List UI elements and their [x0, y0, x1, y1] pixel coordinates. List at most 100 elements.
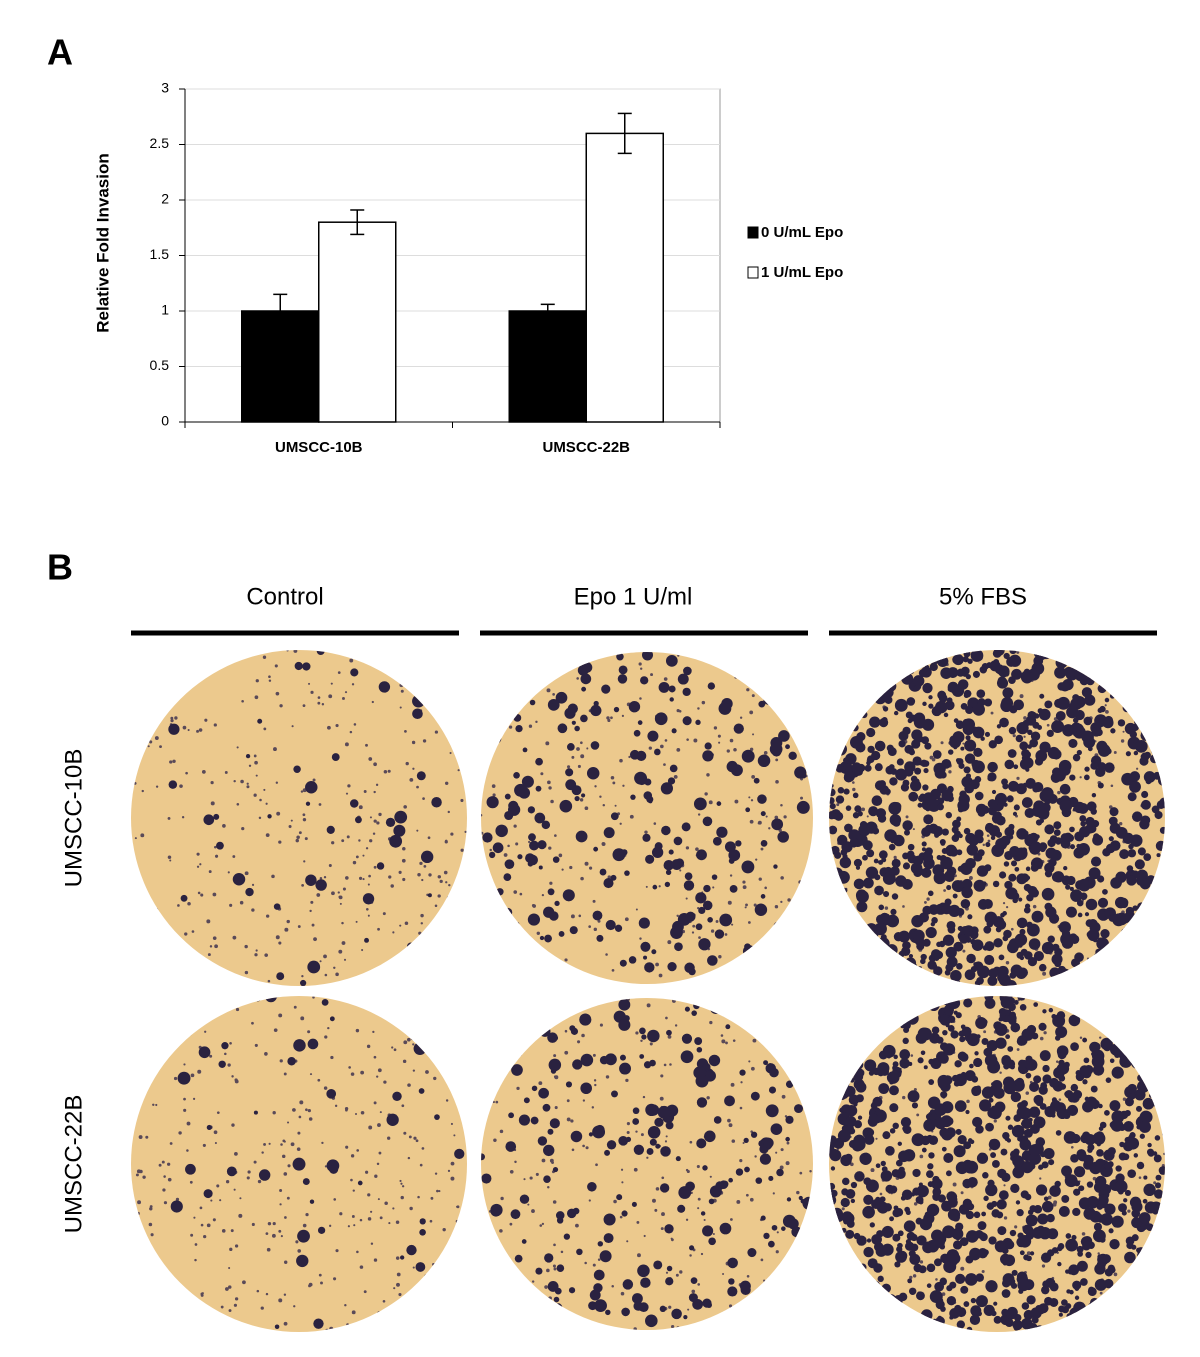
stain-blob	[626, 1137, 631, 1142]
stain-blob	[1005, 1116, 1010, 1121]
cell-dot	[130, 1263, 132, 1265]
cell-dot	[1156, 890, 1159, 893]
stain-blob	[829, 1009, 841, 1021]
stain-blob	[843, 949, 849, 955]
cell-dot	[420, 914, 423, 917]
cell-dot	[409, 778, 413, 782]
cell-dot	[943, 889, 946, 892]
stain-blob	[1137, 923, 1149, 935]
stain-blob	[728, 1178, 733, 1183]
cell-dot	[654, 822, 657, 825]
stain-blob	[168, 724, 179, 735]
stain-blob	[536, 786, 542, 792]
stain-blob	[1011, 860, 1017, 866]
stain-blob	[1023, 720, 1030, 727]
stain-blob	[181, 895, 188, 902]
stain-blob	[898, 653, 911, 666]
stain-blob	[1147, 706, 1151, 710]
stain-blob	[528, 833, 536, 841]
stain-blob	[895, 1208, 904, 1217]
cell-dot	[137, 1200, 141, 1204]
stain-blob	[932, 1187, 941, 1196]
cell-dot	[445, 881, 447, 883]
cell-dot	[327, 726, 331, 730]
stain-blob	[499, 656, 507, 664]
stain-blob	[854, 710, 863, 719]
stain-blob	[862, 666, 871, 675]
stain-blob	[1090, 995, 1102, 1007]
stain-blob	[1127, 1084, 1137, 1094]
cell-dot	[401, 1104, 404, 1107]
stain-blob	[949, 736, 957, 744]
stain-blob	[922, 906, 931, 915]
cell-dot	[704, 1219, 706, 1221]
stain-blob	[895, 875, 906, 886]
cell-dot	[240, 780, 244, 784]
stain-blob	[801, 1199, 806, 1204]
cell-dot	[373, 762, 377, 766]
cell-dot	[157, 682, 159, 684]
cell-dot	[527, 941, 530, 944]
stain-blob	[1160, 1314, 1166, 1320]
stain-blob	[959, 794, 970, 805]
cell-dot	[454, 1082, 457, 1085]
cell-dot	[759, 877, 762, 880]
stain-blob	[1090, 808, 1096, 814]
stain-blob	[723, 655, 730, 662]
stain-blob	[841, 1318, 851, 1328]
cell-dot	[254, 953, 257, 956]
stain-blob	[728, 1278, 734, 1284]
stain-blob	[364, 938, 369, 943]
stain-blob	[853, 690, 862, 699]
cell-dot	[162, 1016, 165, 1019]
cell-dot	[545, 741, 549, 745]
cell-dot	[317, 1079, 320, 1082]
stain-blob	[883, 680, 889, 686]
stain-blob	[623, 1015, 629, 1021]
cell-dot	[405, 970, 409, 974]
stain-blob	[992, 1160, 1000, 1168]
stain-blob	[659, 682, 670, 693]
cell-dot	[179, 1297, 182, 1300]
cell-dot	[580, 741, 583, 744]
stain-blob	[859, 955, 864, 960]
stain-blob	[577, 980, 583, 986]
cell-dot	[962, 743, 964, 745]
cell-dot	[296, 836, 300, 840]
cell-dot	[460, 799, 463, 802]
stain-blob	[1126, 751, 1131, 756]
stain-blob	[831, 957, 838, 964]
stain-blob	[539, 1026, 550, 1037]
stain-blob	[845, 1065, 854, 1074]
cell-dot	[406, 954, 410, 958]
stain-blob	[874, 1283, 879, 1288]
stain-blob	[754, 778, 760, 784]
cell-dot	[196, 659, 199, 662]
cell-dot	[548, 786, 551, 789]
cell-dot	[301, 884, 304, 887]
cell-dot	[159, 1164, 162, 1167]
stain-blob	[895, 1319, 904, 1328]
stain-blob	[902, 1189, 913, 1200]
cell-dot	[695, 847, 699, 851]
stain-blob	[300, 980, 306, 986]
stain-blob	[866, 728, 875, 737]
cell-dot	[690, 1141, 693, 1144]
cell-dot	[331, 683, 333, 685]
stain-blob	[845, 1244, 850, 1249]
cell-dot	[368, 757, 372, 761]
cell-dot	[310, 1073, 312, 1075]
stain-blob	[1073, 1302, 1086, 1315]
cell-dot	[346, 1323, 349, 1326]
stain-blob	[1122, 1024, 1129, 1031]
cell-dot	[1145, 717, 1149, 721]
cell-dot	[1112, 1329, 1114, 1331]
stain-blob	[924, 1312, 932, 1320]
stain-blob	[310, 1200, 314, 1204]
cell-dot	[924, 901, 927, 904]
cell-dot	[787, 1142, 790, 1145]
cell-dot	[178, 1010, 181, 1013]
stain-blob	[1007, 795, 1014, 802]
cell-dot	[750, 1198, 754, 1202]
stain-blob	[990, 1152, 996, 1158]
